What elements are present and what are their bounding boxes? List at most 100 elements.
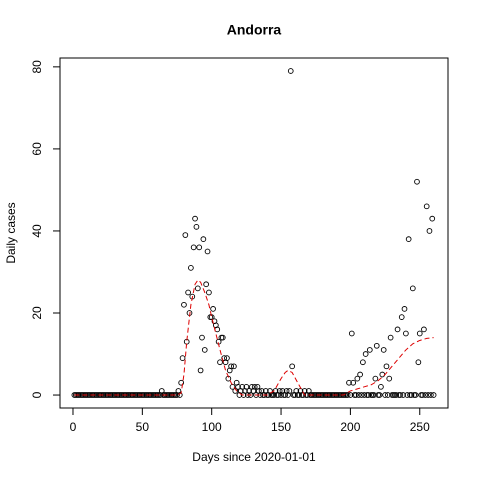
point (199, 334, 205, 341)
point (371, 392, 377, 398)
point (416, 330, 423, 337)
point (426, 228, 433, 234)
point (425, 392, 431, 398)
point (365, 392, 372, 398)
y-tick-label: 60 (30, 142, 44, 156)
point (201, 347, 208, 353)
point (361, 392, 368, 398)
point (400, 392, 406, 398)
point (176, 392, 183, 398)
trend-line (74, 279, 434, 396)
point (200, 236, 207, 243)
y-tick-label: 40 (30, 224, 44, 238)
x-tick-label: 100 (202, 420, 222, 434)
point (382, 392, 388, 398)
point (185, 289, 191, 296)
point (190, 244, 197, 251)
x-tick-label: 150 (271, 420, 291, 434)
point (193, 223, 200, 230)
point (235, 383, 241, 390)
y-tick-label: 20 (30, 306, 44, 320)
point (409, 285, 416, 292)
x-tick-label: 50 (136, 420, 150, 434)
point (397, 392, 404, 398)
point (196, 244, 203, 251)
point (423, 203, 430, 210)
point (206, 289, 212, 296)
point (348, 330, 355, 337)
point (408, 392, 415, 398)
point (188, 265, 194, 271)
point (231, 363, 237, 370)
y-tick-label: 0 (30, 391, 44, 398)
point (239, 383, 246, 390)
point (287, 68, 294, 74)
x-tick-label: 250 (410, 420, 430, 434)
point (419, 392, 426, 398)
point (181, 301, 187, 308)
point (380, 347, 387, 353)
y-tick-label: 80 (30, 60, 44, 74)
point (414, 178, 420, 185)
point (355, 392, 362, 398)
point (344, 392, 351, 398)
point (412, 392, 419, 398)
point (204, 248, 211, 255)
point (422, 392, 429, 398)
point (194, 285, 201, 292)
point (347, 392, 354, 398)
point (383, 363, 390, 370)
point (393, 392, 400, 398)
point (346, 379, 352, 386)
point (430, 392, 437, 398)
x-axis-label: Days since 2020-01-01 (192, 450, 316, 464)
point (405, 236, 412, 243)
point (394, 326, 401, 333)
point (178, 379, 185, 386)
point (208, 314, 215, 320)
chart-title: Andorra (227, 22, 282, 38)
point (378, 383, 384, 390)
point (404, 392, 411, 398)
point (251, 383, 258, 390)
point (373, 342, 380, 349)
point (354, 375, 361, 382)
point (401, 306, 408, 312)
point (217, 359, 223, 366)
point (353, 392, 359, 398)
point (228, 363, 234, 370)
point (224, 355, 230, 361)
point (357, 371, 363, 378)
point (376, 392, 383, 398)
x-tick-label: 200 (340, 420, 360, 434)
point (203, 281, 209, 288)
y-axis-label: Daily cases (4, 202, 18, 263)
point (403, 330, 409, 337)
point (398, 314, 405, 320)
point (350, 379, 357, 386)
x-tick-label: 0 (70, 420, 77, 434)
point (421, 326, 427, 333)
point (362, 351, 369, 357)
point (197, 367, 204, 374)
point (366, 347, 373, 353)
point (182, 232, 189, 238)
point (210, 306, 216, 312)
point (386, 375, 393, 382)
point (372, 375, 379, 382)
point (358, 392, 365, 398)
point (415, 359, 422, 366)
point (192, 215, 198, 222)
point (428, 392, 434, 398)
point (219, 334, 226, 341)
plot-box (59, 57, 449, 409)
point (429, 215, 436, 222)
point (385, 392, 391, 398)
point (179, 355, 186, 361)
point (387, 334, 394, 341)
point (360, 359, 366, 366)
point (286, 388, 293, 394)
